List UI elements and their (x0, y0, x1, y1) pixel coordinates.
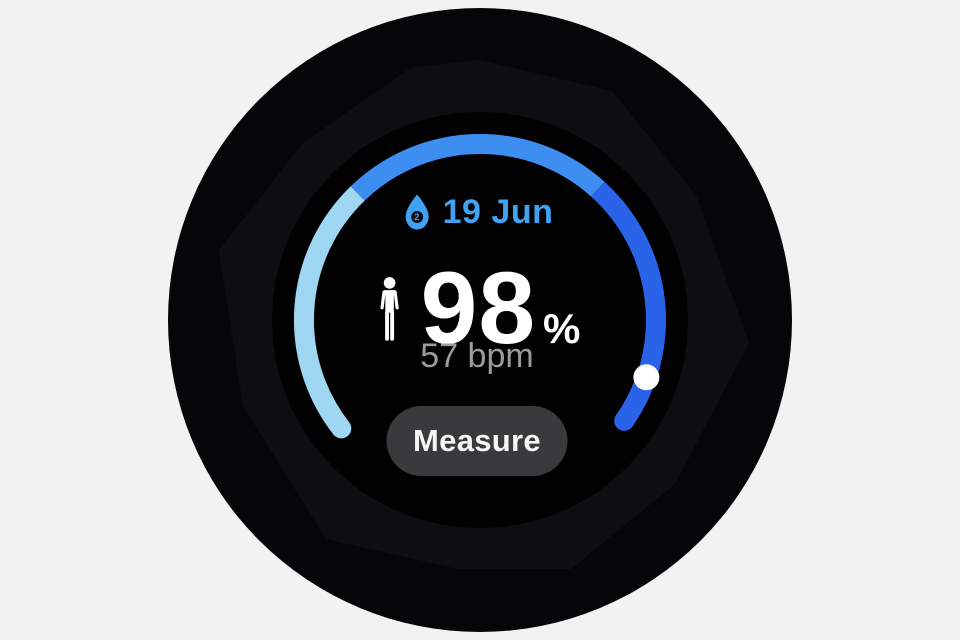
heart-rate-label: 57 bpm (420, 337, 534, 375)
measure-button-label: Measure (413, 423, 541, 458)
measure-button[interactable]: Measure (386, 406, 568, 476)
date-row: 2 19 Jun (401, 190, 554, 234)
person-icon (374, 275, 406, 343)
ring-segment-light (293, 186, 365, 435)
date-label: 19 Jun (442, 192, 554, 231)
ring-start-cap (331, 418, 352, 439)
spo2-drop-icon: 2 (405, 194, 429, 230)
spo2-reading: 98% (374, 257, 581, 359)
ring-end-cap (614, 410, 635, 431)
spo2-value: 98 (420, 251, 537, 365)
ring-progress-dot (633, 364, 660, 391)
ring-segment-mid (350, 133, 605, 201)
spo2-unit: % (543, 305, 581, 352)
spo2-drop-icon-symbol: 2 (414, 212, 420, 222)
watch-screen (219, 60, 749, 569)
ring-segment-deep (591, 181, 667, 427)
screen-face (272, 112, 688, 528)
